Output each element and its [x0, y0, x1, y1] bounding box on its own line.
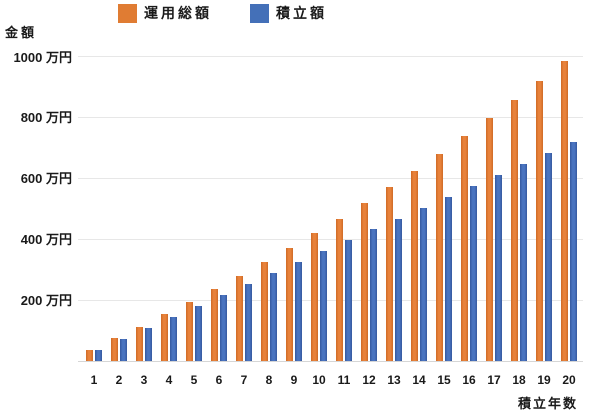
bar-principal-year-8: [270, 273, 277, 361]
bar-total-year-20: [561, 61, 568, 361]
bar-total-year-3: [136, 326, 143, 361]
x-tick-label-10: 10: [312, 373, 326, 387]
x-tick-label-11: 11: [337, 373, 351, 387]
plot-area: [78, 52, 583, 362]
y-tick-label-800: 800 万円: [20, 110, 72, 126]
bar-principal-year-17: [495, 174, 502, 361]
x-tick-label-15: 15: [437, 373, 451, 387]
bar-principal-year-11: [345, 240, 352, 361]
bar-principal-year-1: [95, 350, 102, 361]
bar-total-year-12: [361, 202, 368, 361]
x-tick-label-2: 2: [115, 373, 123, 387]
legend-label-total: 運用総額: [144, 5, 212, 21]
bar-principal-year-18: [520, 163, 527, 361]
bar-total-year-15: [436, 153, 443, 361]
bar-total-year-4: [161, 314, 168, 361]
x-tick-label-7: 7: [240, 373, 248, 387]
gridline-1000: [78, 56, 583, 57]
x-axis-title: 積立年数: [517, 396, 578, 411]
x-tick-label-17: 17: [487, 373, 501, 387]
bar-principal-year-6: [220, 295, 227, 361]
bar-total-year-9: [286, 248, 293, 361]
x-tick-label-6: 6: [215, 373, 223, 387]
bar-principal-year-9: [295, 262, 302, 361]
legend-item-total: 運用総額: [118, 3, 212, 23]
bar-principal-year-16: [470, 185, 477, 361]
gridline-600: [78, 177, 583, 179]
bar-total-year-17: [486, 118, 493, 361]
x-tick-label-12: 12: [362, 373, 376, 387]
x-tick-label-19: 19: [537, 373, 551, 387]
y-axis-title: 金額: [5, 25, 38, 40]
x-tick-label-14: 14: [412, 373, 426, 387]
y-tick-label-200: 200 万円: [20, 293, 72, 309]
bar-total-year-6: [211, 289, 218, 361]
bar-total-year-11: [336, 218, 343, 361]
bar-principal-year-4: [170, 317, 177, 361]
bar-principal-year-15: [445, 196, 452, 361]
x-tick-label-1: 1: [90, 373, 98, 387]
bar-total-year-18: [511, 99, 518, 361]
bar-total-year-16: [461, 136, 468, 361]
bar-total-year-7: [236, 275, 243, 361]
legend: 運用総額 積立額: [118, 3, 327, 23]
bar-total-year-19: [536, 80, 543, 361]
bar-total-year-1: [86, 349, 93, 361]
bar-principal-year-19: [545, 152, 552, 361]
bar-total-year-5: [186, 301, 193, 361]
bar-principal-year-14: [420, 207, 427, 361]
gridline-200: [78, 299, 583, 301]
y-tick-label-1000: 1000 万円: [13, 49, 72, 65]
gridline-800: [78, 116, 583, 118]
x-tick-label-20: 20: [562, 373, 576, 387]
x-tick-label-8: 8: [265, 373, 273, 387]
legend-item-principal: 積立額: [250, 3, 327, 23]
x-tick-label-13: 13: [387, 373, 401, 387]
bar-principal-year-20: [570, 141, 577, 361]
bar-total-year-8: [261, 262, 268, 361]
legend-swatch-total: [118, 3, 137, 23]
bar-principal-year-3: [145, 328, 152, 361]
x-tick-label-3: 3: [140, 373, 148, 387]
x-tick-label-5: 5: [190, 373, 198, 387]
y-tick-label-400: 400 万円: [20, 232, 72, 248]
legend-label-principal: 積立額: [276, 5, 327, 21]
x-tick-label-9: 9: [290, 373, 298, 387]
gridline-400: [78, 238, 583, 240]
legend-swatch-principal: [250, 3, 269, 23]
bar-principal-year-7: [245, 284, 252, 361]
x-tick-label-16: 16: [462, 373, 476, 387]
y-tick-label-600: 600 万円: [20, 171, 72, 187]
bar-principal-year-5: [195, 306, 202, 361]
x-tick-label-18: 18: [512, 373, 526, 387]
bar-principal-year-2: [120, 339, 127, 361]
bar-total-year-2: [111, 338, 118, 361]
bar-total-year-10: [311, 233, 318, 361]
bar-total-year-14: [411, 170, 418, 361]
bar-principal-year-10: [320, 251, 327, 361]
bar-principal-year-13: [395, 218, 402, 361]
bar-total-year-13: [386, 186, 393, 361]
x-tick-label-4: 4: [165, 373, 173, 387]
bar-principal-year-12: [370, 229, 377, 361]
